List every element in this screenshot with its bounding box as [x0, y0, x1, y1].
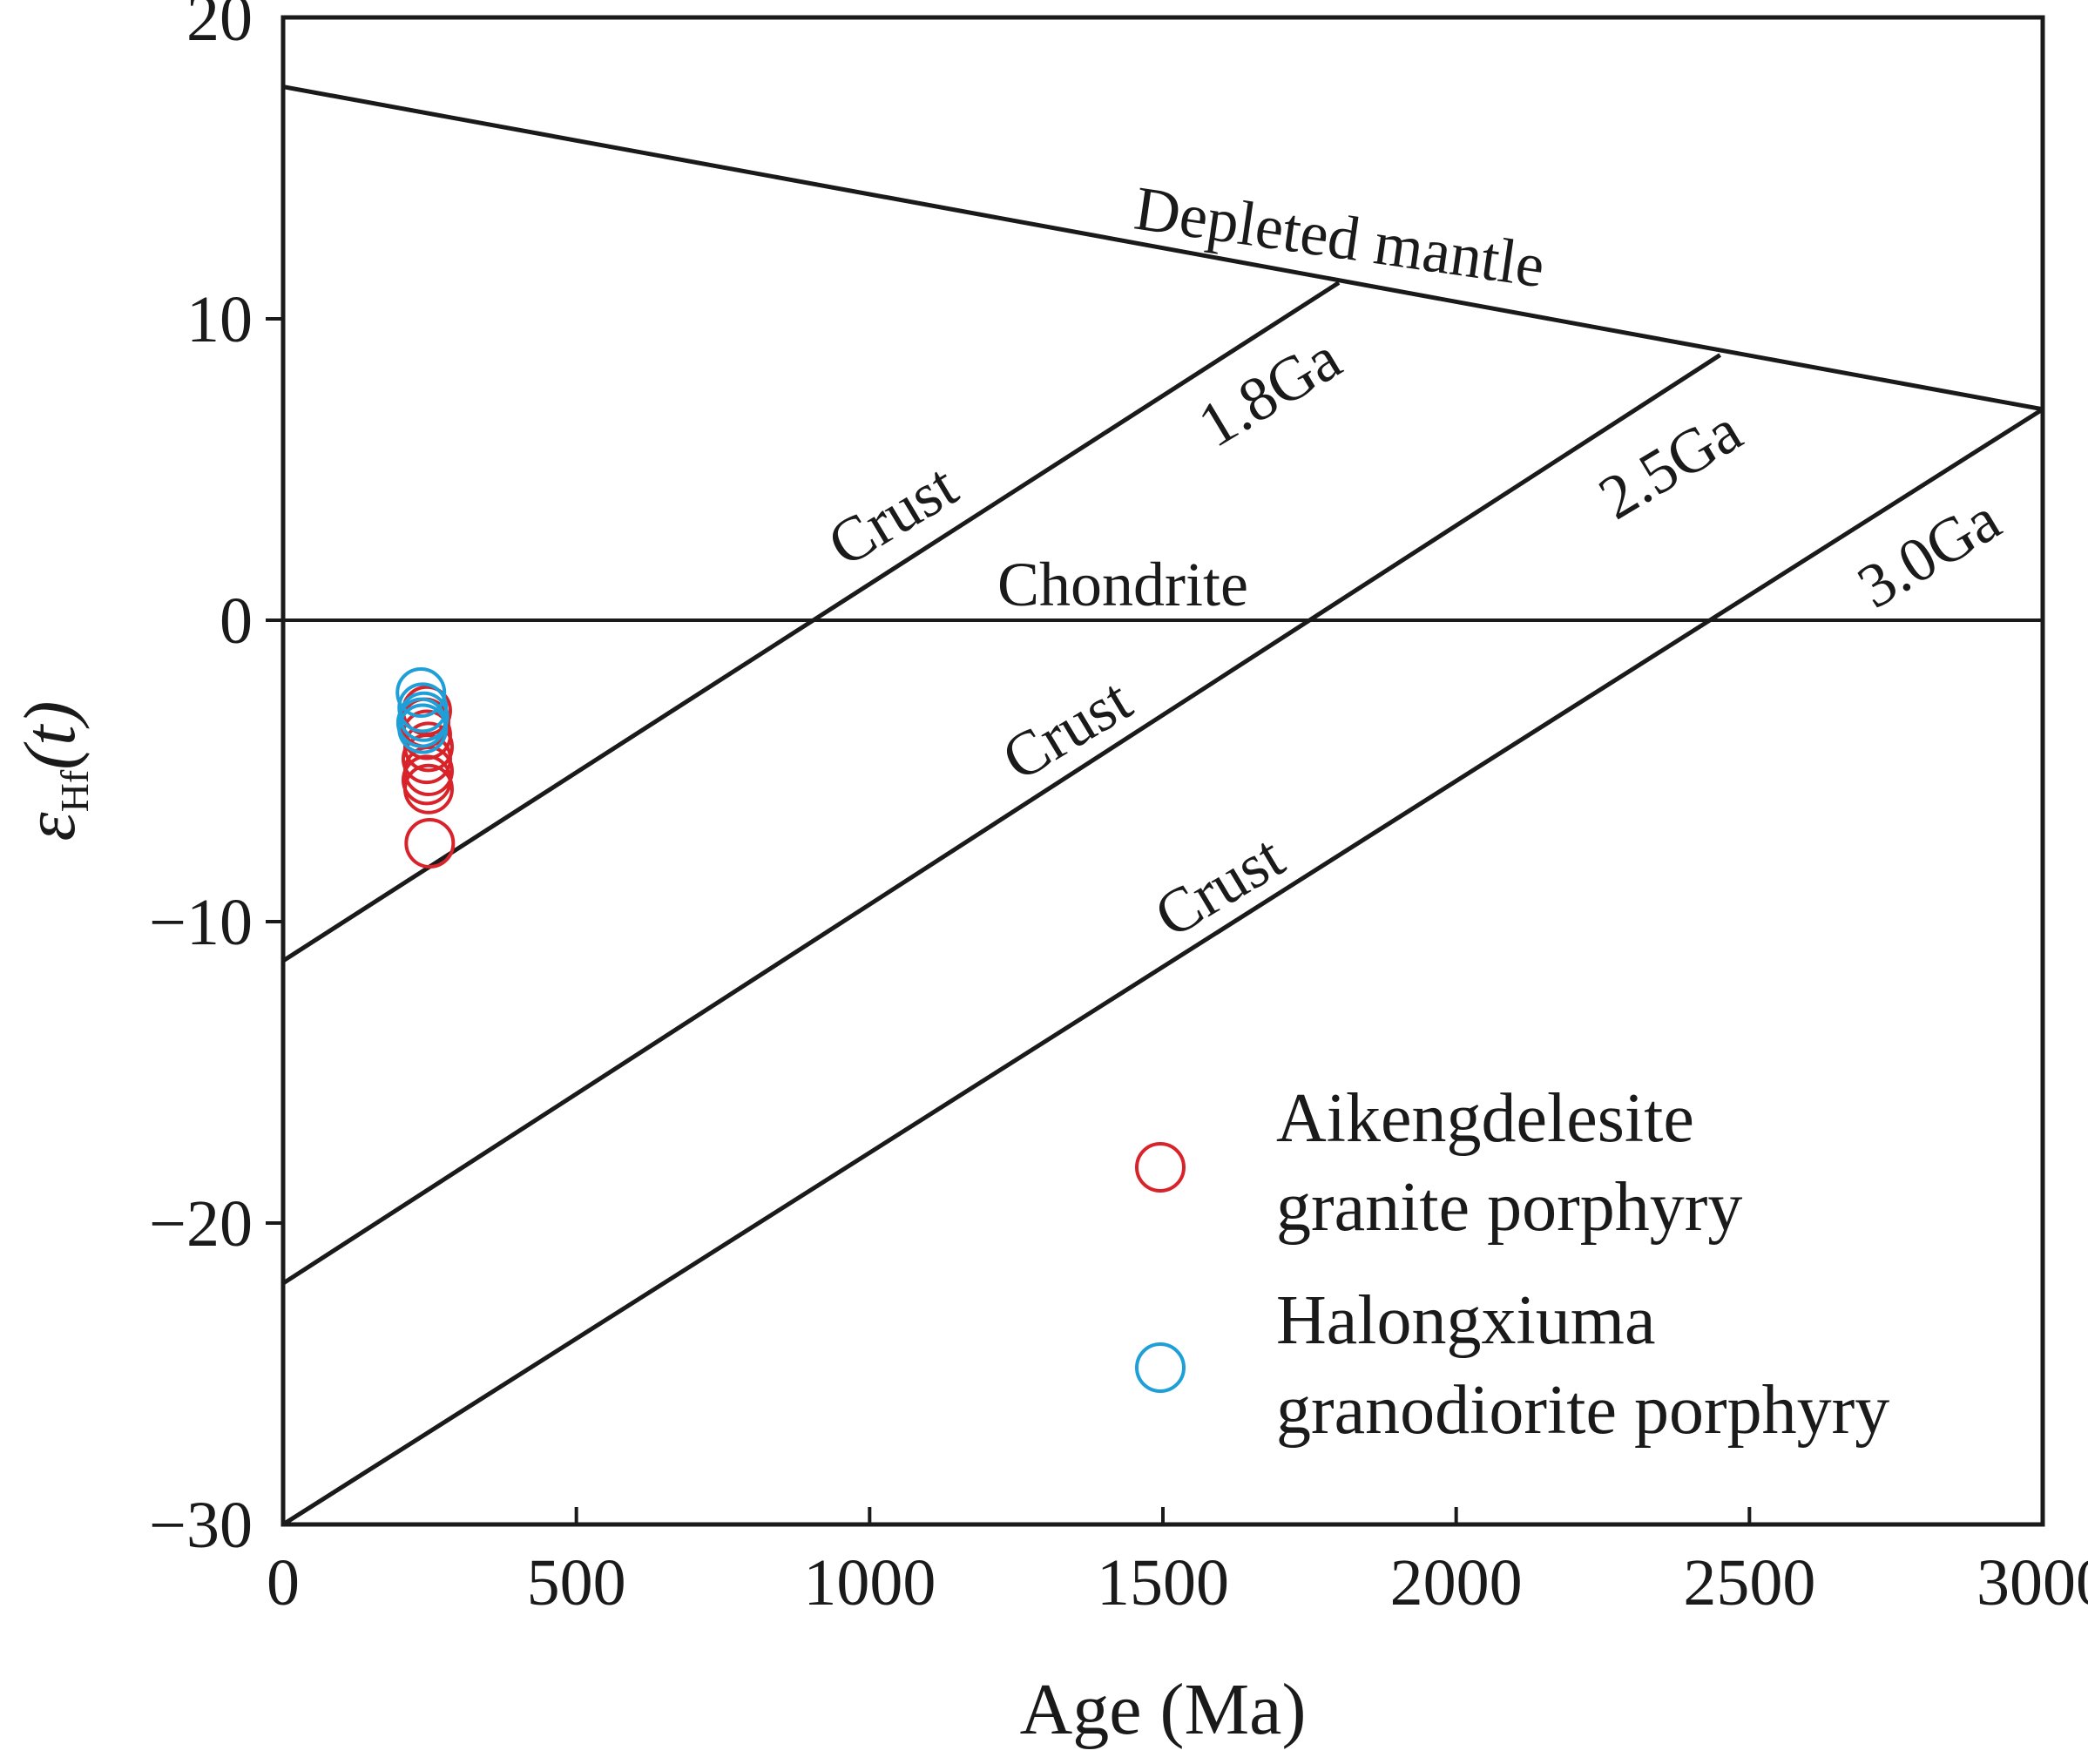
crust-label-1.8ga: Crust: [816, 450, 969, 580]
y-tick-label: 20: [186, 0, 253, 55]
y-tick-label: 0: [220, 585, 253, 658]
y-axis-title-arg: (t): [10, 701, 91, 770]
legend-label-halongxiuma-line2: granodiorite porphyry: [1276, 1372, 1889, 1449]
label-1.8ga: 1.8Ga: [1186, 323, 1352, 461]
point-aikengdelesite: [401, 754, 452, 806]
label-3.0ga: 3.0Ga: [1846, 484, 2011, 622]
legend-marker-aikengdelesite: [1135, 1142, 1186, 1193]
legend-label-aikengdelesite-line2: granite porphyry: [1276, 1169, 1742, 1246]
y-axis-title-symbol: ε: [10, 811, 91, 841]
legend-label-halongxiuma-line1: Halongxiuma: [1276, 1282, 1655, 1359]
legend-marker-halongxiuma: [1135, 1342, 1186, 1393]
point-aikengdelesite: [404, 818, 456, 869]
y-tick-label: −10: [149, 886, 253, 959]
crust-1.8ga-line: [283, 280, 1341, 963]
x-tick-label: 1500: [1097, 1546, 1229, 1619]
y-tick-label: 10: [186, 283, 253, 356]
x-tick-label: 0: [267, 1546, 300, 1619]
x-tick-label: 2000: [1390, 1546, 1523, 1619]
x-axis-ticks: 0 500 1000 1500 2000 2500 3000: [267, 1507, 2088, 1619]
point-halongxiuma: [395, 667, 447, 719]
x-tick-label: 2500: [1683, 1546, 1815, 1619]
legend-label-aikengdelesite-line1: Aikengdelesite: [1276, 1080, 1694, 1157]
crust-2.5ga-line: [283, 353, 1722, 1286]
crust-3.0ga-line: [283, 407, 2043, 1524]
point-aikengdelesite: [402, 763, 454, 814]
y-axis-ticks: 20 10 0 −10 −20 −30: [149, 0, 283, 1562]
y-tick-label: −20: [149, 1187, 253, 1260]
legend: Aikengdelesite granite porphyry Halongxi…: [1135, 1080, 1889, 1449]
svg-text:εHf(t): εHf(t): [10, 701, 97, 841]
x-axis-title: Age (Ma): [1020, 1669, 1307, 1750]
point-halongxiuma: [397, 703, 449, 754]
reference-lines: [283, 84, 2043, 1524]
x-tick-label: 3000: [1977, 1546, 2088, 1619]
y-tick-label: −30: [149, 1489, 253, 1562]
x-tick-label: 1000: [803, 1546, 936, 1619]
label-2.5ga: 2.5Ga: [1587, 395, 1753, 533]
x-tick-label: 500: [527, 1546, 626, 1619]
depleted-mantle-line: [283, 84, 2043, 412]
chondrite-label: Chondrite: [997, 550, 1248, 619]
data-points: [395, 667, 456, 869]
y-axis-title: εHf(t): [10, 701, 97, 841]
y-axis-title-subscript: Hf: [52, 769, 97, 812]
